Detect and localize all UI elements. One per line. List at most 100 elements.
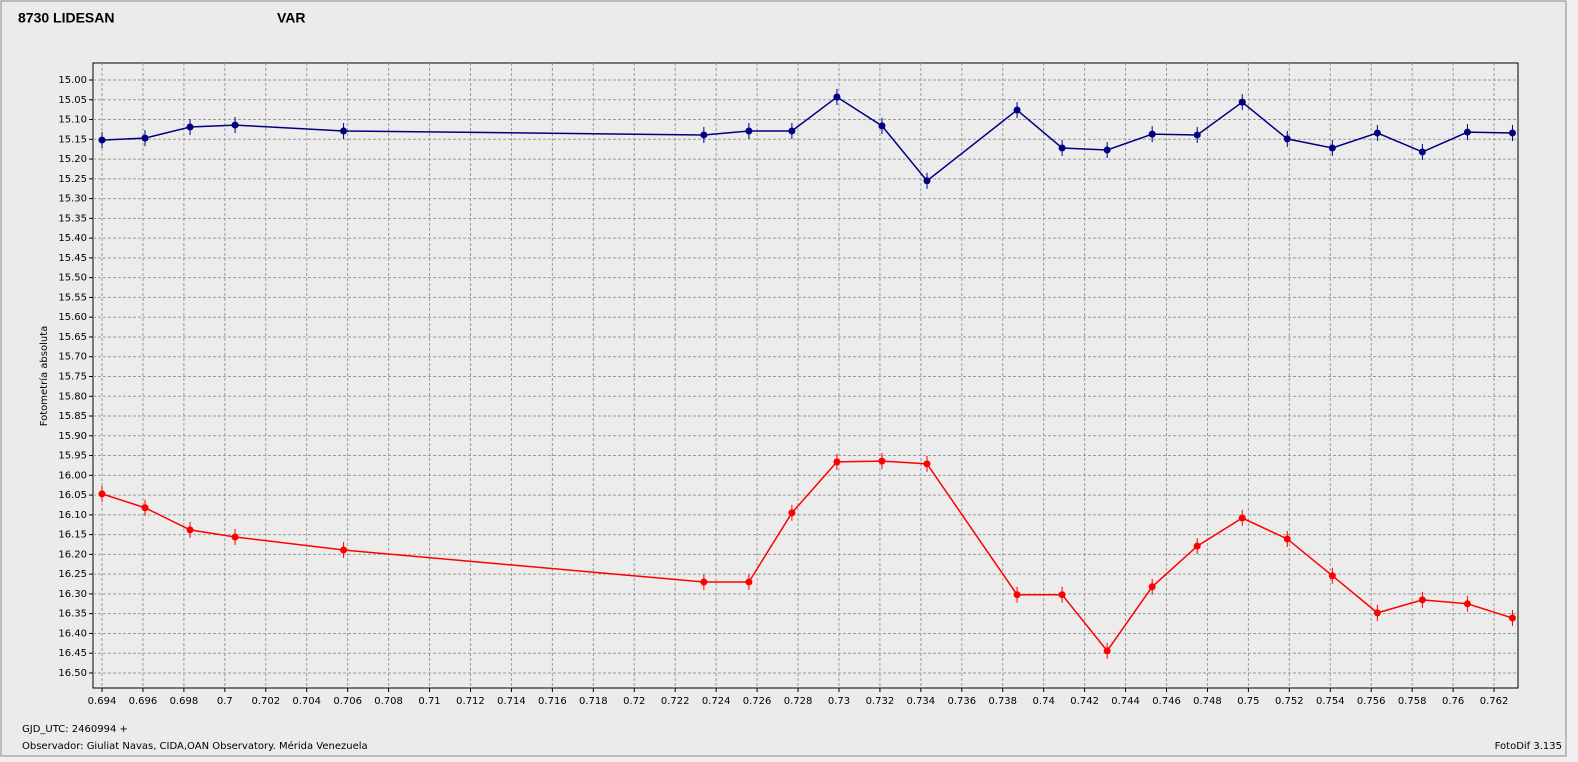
marker bbox=[700, 578, 708, 586]
x-tick-label: 0.728 bbox=[784, 696, 813, 707]
x-tick-label: 0.714 bbox=[497, 696, 526, 707]
y-tick-label: 15.30 bbox=[58, 194, 87, 205]
x-tick-label: 0.74 bbox=[1033, 696, 1055, 707]
x-tick-label: 0.736 bbox=[947, 696, 976, 707]
y-tick-label: 16.40 bbox=[58, 628, 87, 639]
y-tick-label: 15.15 bbox=[58, 134, 87, 145]
x-tick-label: 0.696 bbox=[129, 696, 158, 707]
y-tick-label: 16.35 bbox=[58, 609, 87, 620]
marker bbox=[1418, 148, 1426, 156]
y-tick-label: 15.90 bbox=[58, 431, 87, 442]
y-tick-label: 15.05 bbox=[58, 95, 87, 106]
x-tick-label: 0.726 bbox=[743, 696, 772, 707]
x-tick-label: 0.694 bbox=[88, 696, 117, 707]
marker bbox=[1013, 591, 1021, 599]
marker bbox=[1238, 514, 1246, 522]
x-tick-label: 0.748 bbox=[1193, 696, 1222, 707]
marker bbox=[98, 136, 106, 144]
marker bbox=[1463, 600, 1471, 608]
marker bbox=[833, 93, 841, 101]
marker bbox=[1463, 128, 1471, 136]
y-tick-label: 16.30 bbox=[58, 589, 87, 600]
x-tick-label: 0.762 bbox=[1480, 696, 1509, 707]
marker bbox=[1013, 106, 1021, 114]
marker bbox=[923, 460, 931, 468]
marker bbox=[1103, 146, 1111, 154]
x-tick-label: 0.72 bbox=[623, 696, 645, 707]
x-tick-label: 0.706 bbox=[333, 696, 362, 707]
marker bbox=[878, 457, 886, 465]
y-tick-label: 16.20 bbox=[58, 549, 87, 560]
marker bbox=[231, 533, 239, 541]
x-tick-label: 0.73 bbox=[828, 696, 850, 707]
marker bbox=[788, 509, 796, 517]
y-tick-label: 15.75 bbox=[58, 371, 87, 382]
y-tick-label: 15.10 bbox=[58, 115, 87, 126]
x-tick-label: 0.71 bbox=[418, 696, 440, 707]
marker bbox=[1283, 535, 1291, 543]
x-tick-label: 0.756 bbox=[1357, 696, 1386, 707]
marker bbox=[1418, 596, 1426, 604]
legend-label: VAR bbox=[277, 10, 306, 26]
y-tick-label: 16.25 bbox=[58, 569, 87, 580]
marker bbox=[340, 127, 348, 135]
marker bbox=[340, 546, 348, 554]
marker bbox=[745, 578, 753, 586]
marker bbox=[1193, 131, 1201, 139]
x-tick-label: 0.75 bbox=[1237, 696, 1259, 707]
marker bbox=[923, 177, 931, 185]
marker bbox=[186, 123, 194, 131]
y-tick-label: 15.80 bbox=[58, 391, 87, 402]
marker bbox=[1328, 144, 1336, 152]
y-tick-label: 16.15 bbox=[58, 530, 87, 541]
y-tick-label: 16.50 bbox=[58, 668, 87, 679]
x-tick-label: 0.704 bbox=[292, 696, 321, 707]
marker bbox=[1283, 135, 1291, 143]
marker bbox=[141, 504, 149, 512]
x-tick-label: 0.702 bbox=[251, 696, 280, 707]
x-tick-label: 0.698 bbox=[170, 696, 199, 707]
x-tick-label: 0.716 bbox=[538, 696, 567, 707]
y-tick-label: 15.70 bbox=[58, 352, 87, 363]
x-tick-label: 0.76 bbox=[1442, 696, 1464, 707]
x-tick-label: 0.722 bbox=[661, 696, 690, 707]
x-tick-label: 0.7 bbox=[217, 696, 233, 707]
marker bbox=[1328, 572, 1336, 580]
marker bbox=[1508, 614, 1516, 622]
y-tick-label: 16.10 bbox=[58, 510, 87, 521]
y-tick-label: 15.35 bbox=[58, 213, 87, 224]
x-tick-label: 0.752 bbox=[1275, 696, 1304, 707]
marker bbox=[186, 526, 194, 534]
x-tick-label: 0.742 bbox=[1070, 696, 1099, 707]
marker bbox=[833, 458, 841, 466]
software: FotoDif 3.135 bbox=[1495, 741, 1562, 752]
y-tick-label: 15.50 bbox=[58, 273, 87, 284]
x-tick-label: 0.724 bbox=[702, 696, 731, 707]
x-tick-label: 0.744 bbox=[1111, 696, 1140, 707]
marker bbox=[878, 122, 886, 130]
y-axis-label: Fotometría absoluta bbox=[38, 326, 50, 427]
x-tick-label: 0.712 bbox=[456, 696, 485, 707]
y-tick-label: 15.60 bbox=[58, 312, 87, 323]
marker bbox=[1193, 542, 1201, 550]
plot-area bbox=[92, 62, 1519, 689]
x-axis-label: GJD_UTC: 2460994 + bbox=[22, 724, 128, 735]
marker bbox=[98, 490, 106, 498]
y-tick-label: 16.00 bbox=[58, 470, 87, 481]
x-tick-label: 0.758 bbox=[1398, 696, 1427, 707]
x-tick-label: 0.732 bbox=[866, 696, 895, 707]
marker bbox=[788, 127, 796, 135]
y-tick-label: 16.45 bbox=[58, 648, 87, 659]
y-tick-label: 15.25 bbox=[58, 174, 87, 185]
marker bbox=[231, 121, 239, 129]
marker bbox=[1058, 591, 1066, 599]
x-tick-label: 0.734 bbox=[907, 696, 936, 707]
y-tick-label: 15.95 bbox=[58, 451, 87, 462]
legend-label: 8730 LIDESAN bbox=[18, 10, 114, 26]
marker bbox=[1373, 609, 1381, 617]
x-tick-label: 0.708 bbox=[374, 696, 403, 707]
marker bbox=[1058, 144, 1066, 152]
footer: Observador: Giuliat Navas, CIDA,OAN Obse… bbox=[22, 740, 368, 752]
marker bbox=[1238, 98, 1246, 106]
